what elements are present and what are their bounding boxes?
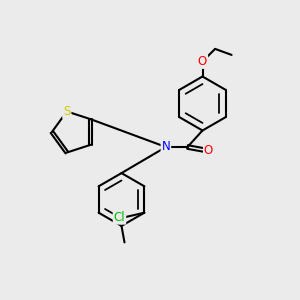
Text: N: N: [161, 140, 170, 154]
Text: O: O: [204, 143, 213, 157]
Text: S: S: [63, 105, 70, 118]
Text: Cl: Cl: [114, 211, 125, 224]
Text: O: O: [198, 55, 207, 68]
